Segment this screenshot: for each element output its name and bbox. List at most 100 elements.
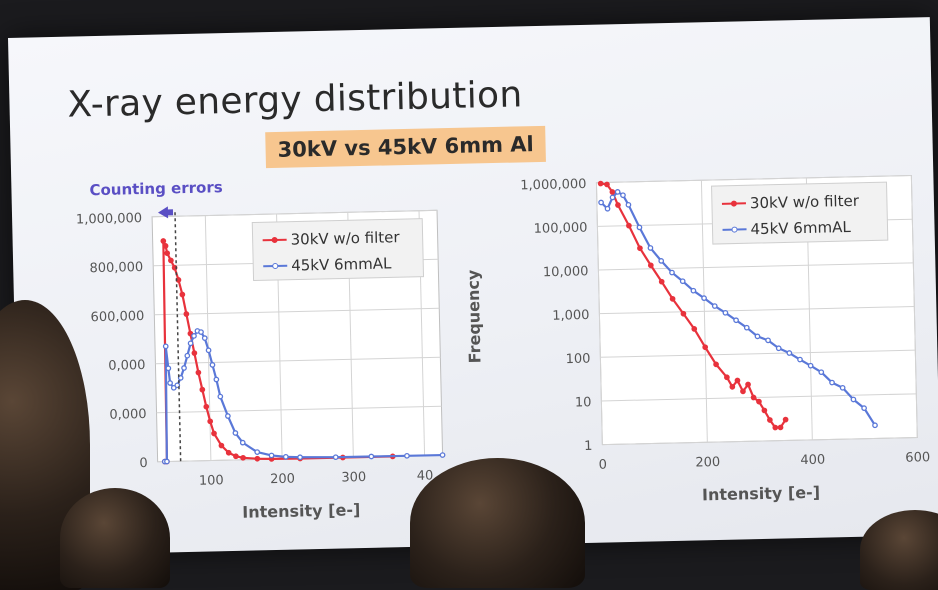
data-point bbox=[225, 413, 231, 419]
legend-box bbox=[251, 218, 425, 282]
data-point bbox=[702, 344, 709, 351]
legend-marker-1 bbox=[730, 200, 737, 207]
data-point bbox=[711, 303, 718, 309]
grid-line-y bbox=[154, 307, 440, 316]
data-point bbox=[368, 453, 375, 460]
data-point bbox=[765, 337, 771, 344]
legend-marker-2 bbox=[272, 262, 279, 269]
data-point bbox=[168, 257, 174, 264]
y-tick-label: 1,000,000 bbox=[76, 211, 142, 227]
data-point bbox=[647, 262, 654, 269]
data-point bbox=[179, 291, 186, 298]
data-point bbox=[604, 181, 610, 188]
arrow-left-icon-tail bbox=[166, 209, 174, 216]
data-point bbox=[297, 454, 303, 461]
data-point bbox=[722, 309, 729, 316]
data-point bbox=[679, 278, 686, 285]
x-tick-label: 600 bbox=[905, 450, 930, 466]
data-point bbox=[626, 222, 632, 229]
data-point bbox=[282, 453, 289, 460]
data-point bbox=[767, 417, 773, 423]
x-axis-label: Intensity [e-] bbox=[242, 500, 360, 522]
data-point bbox=[782, 416, 789, 423]
grid-line-y bbox=[152, 209, 438, 218]
data-point bbox=[743, 324, 750, 331]
data-point bbox=[211, 430, 217, 437]
data-point bbox=[658, 278, 665, 285]
legend-marker-2 bbox=[731, 226, 738, 233]
data-point bbox=[669, 295, 676, 302]
x-axis-label: Intensity [e-] bbox=[702, 483, 820, 505]
data-point bbox=[160, 238, 167, 244]
grid-line-y bbox=[598, 262, 914, 271]
grid-line-y bbox=[156, 405, 442, 414]
data-point bbox=[740, 388, 746, 395]
legend-label-1: 30kV w/o filter bbox=[290, 228, 400, 248]
grid-line-y bbox=[599, 306, 915, 315]
data-point bbox=[777, 424, 784, 431]
data-point bbox=[733, 317, 739, 324]
data-point bbox=[164, 458, 170, 465]
x-tick-label: 0 bbox=[599, 458, 608, 473]
data-point bbox=[240, 454, 246, 461]
data-point bbox=[184, 352, 191, 359]
chart-linear: 0 0,000 0,000 600,000 800,000 1,000,000 100 200… bbox=[76, 206, 446, 522]
data-point bbox=[597, 180, 604, 187]
grid-line-x bbox=[700, 180, 708, 443]
data-point bbox=[198, 329, 204, 335]
legend-label-1: 30kV w/o filter bbox=[750, 192, 860, 212]
data-point bbox=[332, 454, 339, 461]
data-point bbox=[761, 407, 768, 414]
data-point bbox=[207, 418, 214, 425]
y-tick-label: 100 bbox=[565, 352, 590, 368]
grid-line-y bbox=[602, 436, 918, 446]
data-point bbox=[754, 333, 761, 340]
data-point bbox=[772, 424, 779, 431]
data-point bbox=[861, 405, 867, 412]
data-point bbox=[162, 243, 169, 249]
x-tick-label: 200 bbox=[695, 455, 720, 471]
data-point bbox=[598, 199, 604, 206]
data-point bbox=[201, 335, 208, 341]
grid-line-y bbox=[596, 175, 912, 184]
y-tick-label: 800,000 bbox=[89, 260, 143, 276]
data-point bbox=[680, 310, 687, 317]
data-point bbox=[658, 258, 665, 264]
data-point bbox=[232, 430, 239, 436]
data-point bbox=[750, 394, 757, 401]
y-tick-label: 1,000 bbox=[552, 308, 590, 324]
audience-head-center bbox=[410, 458, 585, 588]
data-point bbox=[807, 362, 814, 369]
y-tick-label: 600,000 bbox=[90, 309, 144, 325]
data-point bbox=[209, 362, 216, 368]
y-tick-label: 10,000 bbox=[543, 264, 589, 280]
data-point bbox=[839, 384, 846, 391]
data-point bbox=[713, 361, 719, 368]
data-point bbox=[191, 333, 197, 339]
data-point bbox=[164, 250, 171, 257]
legend-marker-1 bbox=[271, 237, 278, 244]
data-point bbox=[724, 374, 730, 381]
data-point bbox=[756, 398, 762, 405]
data-point bbox=[818, 369, 825, 376]
y-tick-label: 1,000,000 bbox=[520, 177, 586, 193]
y-tick-label: 1 bbox=[584, 439, 593, 454]
audience-head-center-left bbox=[60, 488, 170, 588]
x-tick-label: 40 bbox=[417, 468, 434, 483]
data-point bbox=[691, 326, 698, 332]
data-point bbox=[872, 422, 878, 429]
data-point bbox=[620, 192, 626, 199]
y-tick-label: 0,000 bbox=[108, 358, 146, 374]
data-point bbox=[165, 365, 172, 372]
data-point bbox=[239, 439, 246, 446]
data-point bbox=[187, 340, 194, 347]
data-point bbox=[177, 375, 184, 381]
grid-line-x bbox=[595, 182, 603, 445]
legend-label-2: 45kV 6mmAL bbox=[750, 218, 851, 238]
data-point bbox=[205, 347, 212, 354]
data-point bbox=[797, 356, 803, 363]
y-tick-label: 100,000 bbox=[534, 221, 588, 237]
arrow-left-icon bbox=[158, 206, 169, 219]
legend-label-2: 45kV 6mmAL bbox=[291, 254, 392, 274]
x-tick-label: 100 bbox=[199, 473, 224, 489]
